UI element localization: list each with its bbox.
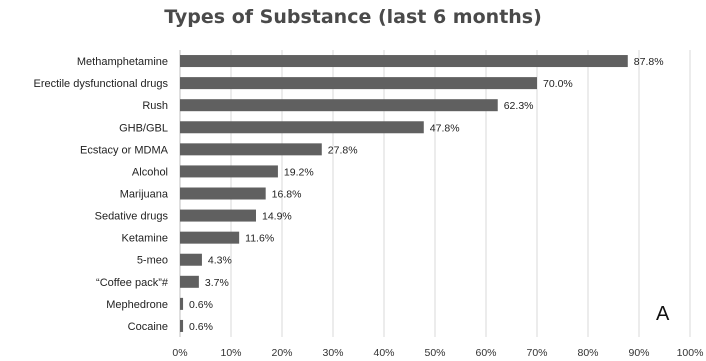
- x-tick-label: 10%: [220, 347, 241, 359]
- panel-label: A: [656, 303, 670, 325]
- bar: [180, 319, 184, 332]
- bar: [180, 209, 256, 222]
- category-label: Sedative drugs: [95, 211, 169, 223]
- bar: [180, 275, 199, 288]
- value-label: 19.2%: [284, 166, 314, 178]
- x-tick-label: 90%: [628, 347, 649, 359]
- bar: [180, 187, 266, 200]
- value-label: 70.0%: [543, 78, 573, 90]
- bar: [180, 55, 628, 68]
- x-tick-label: 80%: [577, 347, 598, 359]
- value-label: 0.6%: [189, 321, 213, 333]
- category-label: “Coffee pack”#: [96, 277, 169, 289]
- bar: [180, 121, 424, 134]
- value-label: 47.8%: [430, 122, 460, 134]
- bar: [180, 231, 240, 244]
- x-axis-ticks: 0% 10% 20% 30% 40% 50% 60% 70% 80% 90% 100%: [172, 347, 703, 359]
- value-label: 4.3%: [208, 255, 232, 267]
- value-label: 27.8%: [328, 144, 358, 156]
- bars: [180, 55, 628, 332]
- value-label: 11.6%: [245, 233, 274, 245]
- category-label: Ketamine: [122, 233, 168, 245]
- category-label: Alcohol: [132, 166, 168, 178]
- category-label: Erectile dysfunctional drugs: [33, 78, 168, 90]
- x-tick-label: 50%: [424, 347, 445, 359]
- value-label: 14.9%: [262, 211, 292, 223]
- x-tick-label: 0%: [172, 347, 187, 359]
- category-label: Mephedrone: [106, 299, 168, 311]
- x-tick-label: 70%: [526, 347, 547, 359]
- value-labels: 87.8% 70.0% 62.3% 47.8% 27.8% 19.2% 16.8% 14.9%…: [189, 56, 664, 333]
- bar: [180, 77, 537, 90]
- x-tick-label: 60%: [475, 347, 496, 359]
- value-label: 62.3%: [504, 100, 534, 112]
- bar: [180, 99, 498, 112]
- bar: [180, 165, 278, 178]
- category-label: GHB/GBL: [119, 122, 168, 134]
- category-label: Methamphetamine: [77, 56, 168, 68]
- value-label: 87.8%: [634, 56, 664, 68]
- x-tick-label: 40%: [373, 347, 394, 359]
- value-label: 3.7%: [205, 277, 229, 289]
- category-label: Ecstacy or MDMA: [80, 144, 169, 156]
- value-label: 16.8%: [272, 189, 302, 201]
- chart-title: Types of Substance (last 6 months): [164, 6, 542, 28]
- x-tick-label: 30%: [322, 347, 343, 359]
- x-tick-label: 20%: [271, 347, 292, 359]
- bar: [180, 143, 322, 156]
- category-label: 5-meo: [137, 255, 168, 267]
- value-label: 0.6%: [189, 299, 213, 311]
- category-label: Marijuana: [120, 189, 169, 201]
- bar: [180, 297, 184, 310]
- category-label: Cocaine: [128, 321, 168, 333]
- category-labels: Methamphetamine Erectile dysfunctional dr…: [33, 56, 168, 333]
- category-label: Rush: [142, 100, 168, 112]
- bar: [180, 253, 202, 266]
- x-tick-label: 100%: [677, 347, 704, 359]
